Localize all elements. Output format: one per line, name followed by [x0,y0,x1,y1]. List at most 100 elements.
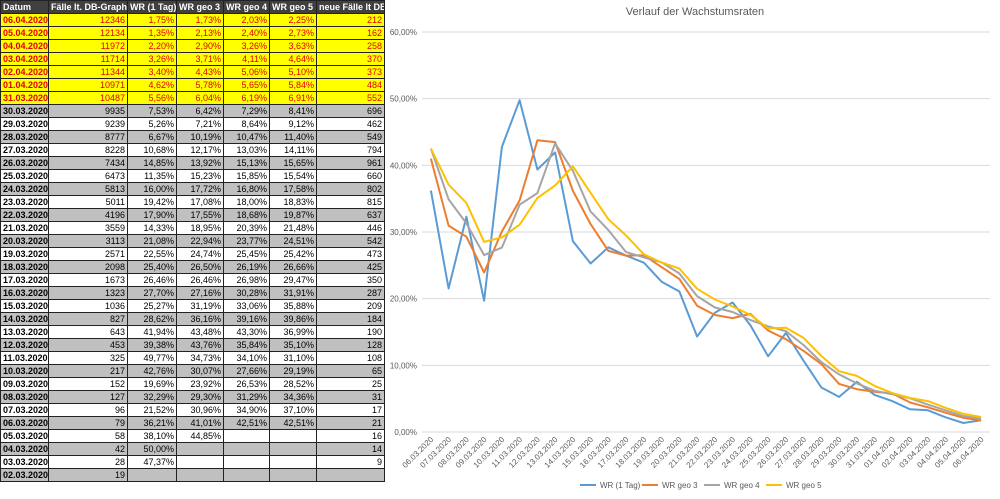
header-cell: WR geo 4 [223,0,270,14]
table-cell: 36,21% [127,416,177,430]
table-cell: 42 [48,442,128,456]
table-cell: 28,52% [269,377,317,391]
table-cell: 50,00% [127,442,177,456]
table-cell: 209 [316,299,385,313]
table-cell: 03.04.2020 [0,52,49,66]
table-cell: 26,46% [176,273,224,287]
table-cell: 10,47% [223,130,270,144]
table-cell: 43,76% [176,338,224,352]
table-cell: 22,94% [176,234,224,248]
table-cell: 35,10% [269,338,317,352]
table-cell: 17,72% [176,182,224,196]
table-cell: 02.04.2020 [0,65,49,79]
table-cell: 4,11% [223,52,270,66]
table-row: 19.03.2020 2571 22,55% 24,74% 25,45% 25,42% 47… [0,247,385,261]
table-cell: 637 [316,208,385,222]
table-cell: 05.04.2020 [0,26,49,40]
legend-label: WR geo 5 [786,481,822,490]
table-cell: 19,42% [127,195,177,209]
table-cell: 12134 [48,26,128,40]
table-cell: 22.03.2020 [0,208,49,222]
table-cell: 9239 [48,117,128,131]
table-row: 05.04.2020 12134 1,35% 2,13% 2,40% 2,73% 162 [0,26,385,40]
table-cell: 39,16% [223,312,270,326]
table-cell: 42,51% [269,416,317,430]
table-cell [316,468,385,482]
table-cell: 2098 [48,260,128,274]
table-cell: 542 [316,234,385,248]
table-cell: 19,69% [127,377,177,391]
table-cell: 30,28% [223,286,270,300]
table-cell: 05.03.2020 [0,429,49,443]
table-cell: 24,74% [176,247,224,261]
table-cell: 15,13% [223,156,270,170]
table-cell: 7434 [48,156,128,170]
legend-label: WR geo 4 [724,481,760,490]
table-row: 10.03.2020 217 42,76% 30,07% 27,66% 29,19% 65 [0,364,385,378]
table-cell: 9,12% [269,117,317,131]
table-cell: 01.04.2020 [0,78,49,92]
table-cell: 19,87% [269,208,317,222]
y-tick-label: 20,00% [390,295,417,304]
table-cell: 12346 [48,13,128,27]
y-tick-label: 0,00% [394,428,417,437]
table-cell: 815 [316,195,385,209]
table-cell: 27,16% [176,286,224,300]
table-cell [176,442,224,456]
table-row: 29.03.2020 9239 5,26% 7,21% 8,64% 9,12% 462 [0,117,385,131]
table-cell: 30,96% [176,403,224,417]
table-row: 03.04.2020 11714 3,26% 3,71% 4,11% 4,64% 370 [0,52,385,66]
table-cell: 18.03.2020 [0,260,49,274]
table-cell: 3,26% [223,39,270,53]
table-cell: 2,03% [223,13,270,27]
data-table: Datum Fälle lt. DB-Graph WR (1 Tag) WR geo … [0,0,385,482]
table-cell: 96 [48,403,128,417]
table-cell: 1,73% [176,13,224,27]
table-cell: 12,17% [176,143,224,157]
table-cell: 06.03.2020 [0,416,49,430]
table-cell: 152 [48,377,128,391]
table-cell: 108 [316,351,385,365]
header-cell: WR (1 Tag) [127,0,177,14]
table-cell: 6,19% [223,91,270,105]
table-cell: 10.03.2020 [0,364,49,378]
table-cell: 25.03.2020 [0,169,49,183]
table-cell: 3,63% [269,39,317,53]
table-cell: 18,00% [223,195,270,209]
table-cell: 26,50% [176,260,224,274]
table-cell: 11714 [48,52,128,66]
table-cell: 11,40% [269,130,317,144]
table-cell: 29,30% [176,390,224,404]
table-cell: 07.03.2020 [0,403,49,417]
table-cell: 3559 [48,221,128,235]
table-cell: 14 [316,442,385,456]
table-cell: 08.03.2020 [0,390,49,404]
table-cell: 11,35% [127,169,177,183]
table-cell: 58 [48,429,128,443]
table-row: 05.03.2020 58 38,10% 44,85% 16 [0,429,385,443]
table-cell: 42,76% [127,364,177,378]
table-cell: 8777 [48,130,128,144]
table-cell: 21,08% [127,234,177,248]
table-row: 06.04.2020 12346 1,75% 1,73% 2,03% 2,25% 212 [0,13,385,27]
table-row: 08.03.2020 127 32,29% 29,30% 31,29% 34,36% 31 [0,390,385,404]
table-cell: 8228 [48,143,128,157]
table-row: 25.03.2020 6473 11,35% 15,23% 15,85% 15,54% 66… [0,169,385,183]
table-row: 12.03.2020 453 39,38% 43,76% 35,84% 35,10% 128 [0,338,385,352]
table-cell: 36,16% [176,312,224,326]
table-row: 17.03.2020 1673 26,46% 26,46% 26,98% 29,47% 35… [0,273,385,287]
table-row: 01.04.2020 10971 4,62% 5,78% 5,65% 5,84% 484 [0,78,385,92]
table-cell: 26,19% [223,260,270,274]
table-cell: 15,85% [223,169,270,183]
table-cell: 04.04.2020 [0,39,49,53]
table-cell: 14,85% [127,156,177,170]
table-cell: 31,91% [269,286,317,300]
table-cell: 6,04% [176,91,224,105]
table-cell: 2,20% [127,39,177,53]
table-cell: 11.03.2020 [0,351,49,365]
table-cell: 36,99% [269,325,317,339]
table-cell: 42,51% [223,416,270,430]
table-row: 02.04.2020 11344 3,40% 4,43% 5,06% 5,10% 373 [0,65,385,79]
table-row: 22.03.2020 4196 17,90% 17,55% 18,68% 19,87% 63… [0,208,385,222]
table-cell: 43,30% [223,325,270,339]
